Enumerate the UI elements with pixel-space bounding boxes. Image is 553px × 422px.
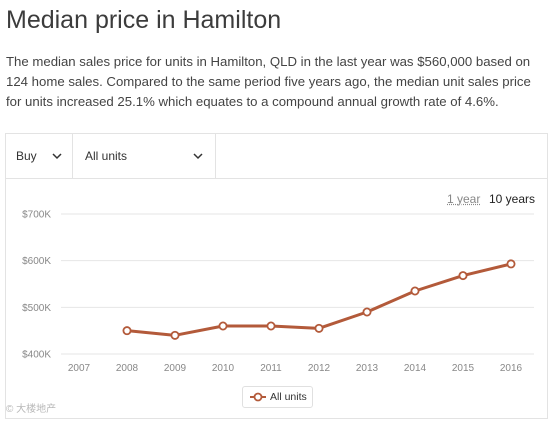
summary-text: The median sales price for units in Hami… xyxy=(6,54,531,109)
x-tick-label: 2015 xyxy=(452,363,475,374)
data-point xyxy=(314,323,324,333)
y-tick-label: $700K xyxy=(22,210,51,221)
page-title: Median price in Hamilton xyxy=(6,6,282,34)
range-10-years-button[interactable]: 10 years xyxy=(489,192,536,206)
x-tick-label: 2007 xyxy=(68,363,91,374)
transaction-type-dropdown[interactable]: Buy xyxy=(6,134,73,178)
x-tick-label: 2014 xyxy=(404,363,427,374)
y-tick-label: $400K xyxy=(22,350,51,361)
transaction-type-label: Buy xyxy=(16,149,37,163)
property-type-label: All units xyxy=(85,149,128,163)
data-point xyxy=(218,321,228,331)
data-point xyxy=(362,307,372,317)
x-tick-label: 2011 xyxy=(260,363,282,374)
data-point xyxy=(410,286,420,296)
data-point xyxy=(122,326,132,336)
x-tick-label: 2009 xyxy=(164,363,187,374)
x-tick-label: 2016 xyxy=(500,363,523,374)
data-point xyxy=(266,321,276,331)
watermark: © 大楼地产 xyxy=(6,404,57,415)
range-1-year-button[interactable]: 1 year xyxy=(447,192,481,206)
x-tick-label: 2013 xyxy=(356,363,379,374)
legend-item[interactable]: All units xyxy=(242,386,313,408)
legend-label: All units xyxy=(270,391,307,403)
x-tick-label: 2008 xyxy=(116,363,139,374)
median-price-line-chart: $400K $500K $600K $700K 2007 2008 2009 2010 2011… xyxy=(22,210,534,374)
series-marker-icon xyxy=(250,392,266,402)
data-point xyxy=(458,271,468,281)
data-point xyxy=(506,259,516,269)
y-tick-label: $600K xyxy=(22,256,51,267)
chevron-down-icon xyxy=(52,153,62,160)
property-type-dropdown[interactable]: All units xyxy=(73,134,216,178)
x-tick-label: 2012 xyxy=(308,363,331,374)
x-tick-label: 2010 xyxy=(212,363,235,374)
chart-card: Buy All units 1 year 10 years $400K $500K… xyxy=(5,133,548,419)
chart-controls: Buy All units xyxy=(6,134,547,179)
data-point xyxy=(170,330,180,340)
chevron-down-icon xyxy=(193,153,203,160)
y-tick-label: $500K xyxy=(22,303,51,314)
